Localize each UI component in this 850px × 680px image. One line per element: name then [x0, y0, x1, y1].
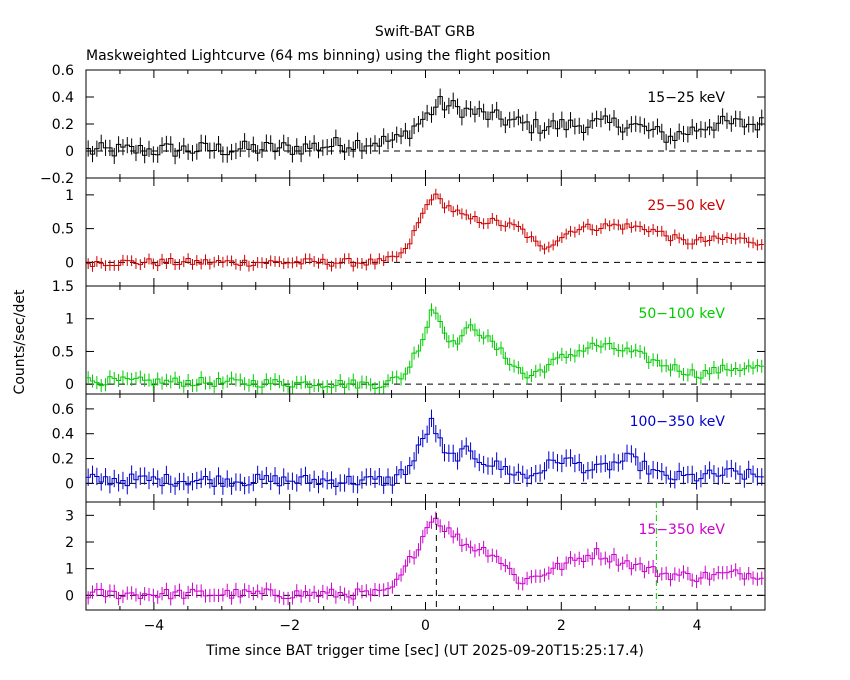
- y-tick-label: 2: [65, 535, 74, 551]
- band-label: 25−50 keV: [647, 198, 725, 214]
- band-label: 15−350 keV: [638, 522, 725, 538]
- y-tick-label: 0.2: [52, 117, 74, 133]
- y-tick-label: 1.5: [52, 279, 74, 295]
- y-tick-label: 0: [65, 377, 74, 393]
- chart-subtitle: Maskweighted Lightcurve (64 ms binning) …: [86, 48, 551, 64]
- lightcurve-series: [86, 193, 764, 267]
- y-axis-label: Counts/sec/det: [12, 289, 28, 394]
- y-tick-label: 0.5: [52, 344, 74, 360]
- y-tick-label: 0.5: [52, 222, 74, 238]
- y-tick-label: 1: [65, 562, 74, 578]
- lightcurve-series: [86, 517, 764, 600]
- y-tick-label: 1: [65, 312, 74, 328]
- y-tick-label: 0.6: [52, 63, 74, 79]
- panel-frame: [85, 69, 766, 179]
- y-tick-label: 0: [65, 476, 74, 492]
- x-axis-label: Time since BAT trigger time [sec] (UT 20…: [205, 643, 644, 659]
- y-tick-label: 0.6: [52, 402, 74, 418]
- x-tick-label: 0: [421, 618, 430, 634]
- y-tick-label: 0.4: [52, 90, 74, 106]
- panel-frame: [85, 177, 766, 287]
- lightcurve-series: [86, 417, 764, 488]
- y-tick-label: 0: [65, 588, 74, 604]
- panels-group: −0.2 0 0.2 0.4 0.6 15−25 keV 0 0.5 1 25−50 keV 0 0.…: [40, 63, 766, 634]
- panel-5: 0 1 2 3 15−350 keV −4 −2 0 2 4: [65, 501, 766, 634]
- panel-2: 0 0.5 1 25−50 keV: [52, 177, 766, 287]
- y-tick-label: 0: [65, 255, 74, 271]
- x-tick-label: −2: [279, 618, 300, 634]
- y-tick-label: 0.4: [52, 427, 74, 443]
- band-label: 15−25 keV: [647, 90, 725, 106]
- y-tick-label: −0.2: [40, 171, 74, 187]
- panel-3: 0 0.5 1 1.5 50−100 keV: [52, 279, 766, 395]
- y-tick-label: 0.2: [52, 452, 74, 468]
- lightcurve-series: [86, 309, 764, 390]
- panel-1: −0.2 0 0.2 0.4 0.6 15−25 keV: [40, 63, 766, 187]
- y-tick-label: 3: [65, 508, 74, 524]
- band-label: 100−350 keV: [630, 414, 726, 430]
- lightcurve-series: [86, 96, 764, 157]
- y-tick-label: 0: [65, 144, 74, 160]
- x-tick-label: 4: [693, 618, 702, 634]
- y-tick-label: 1: [65, 188, 74, 204]
- x-tick-label: −4: [144, 618, 165, 634]
- band-label: 50−100 keV: [638, 306, 725, 322]
- chart-title: Swift-BAT GRB: [375, 24, 475, 40]
- panel-4: 0 0.2 0.4 0.6 100−350 keV: [52, 393, 766, 503]
- x-tick-label: 2: [557, 618, 566, 634]
